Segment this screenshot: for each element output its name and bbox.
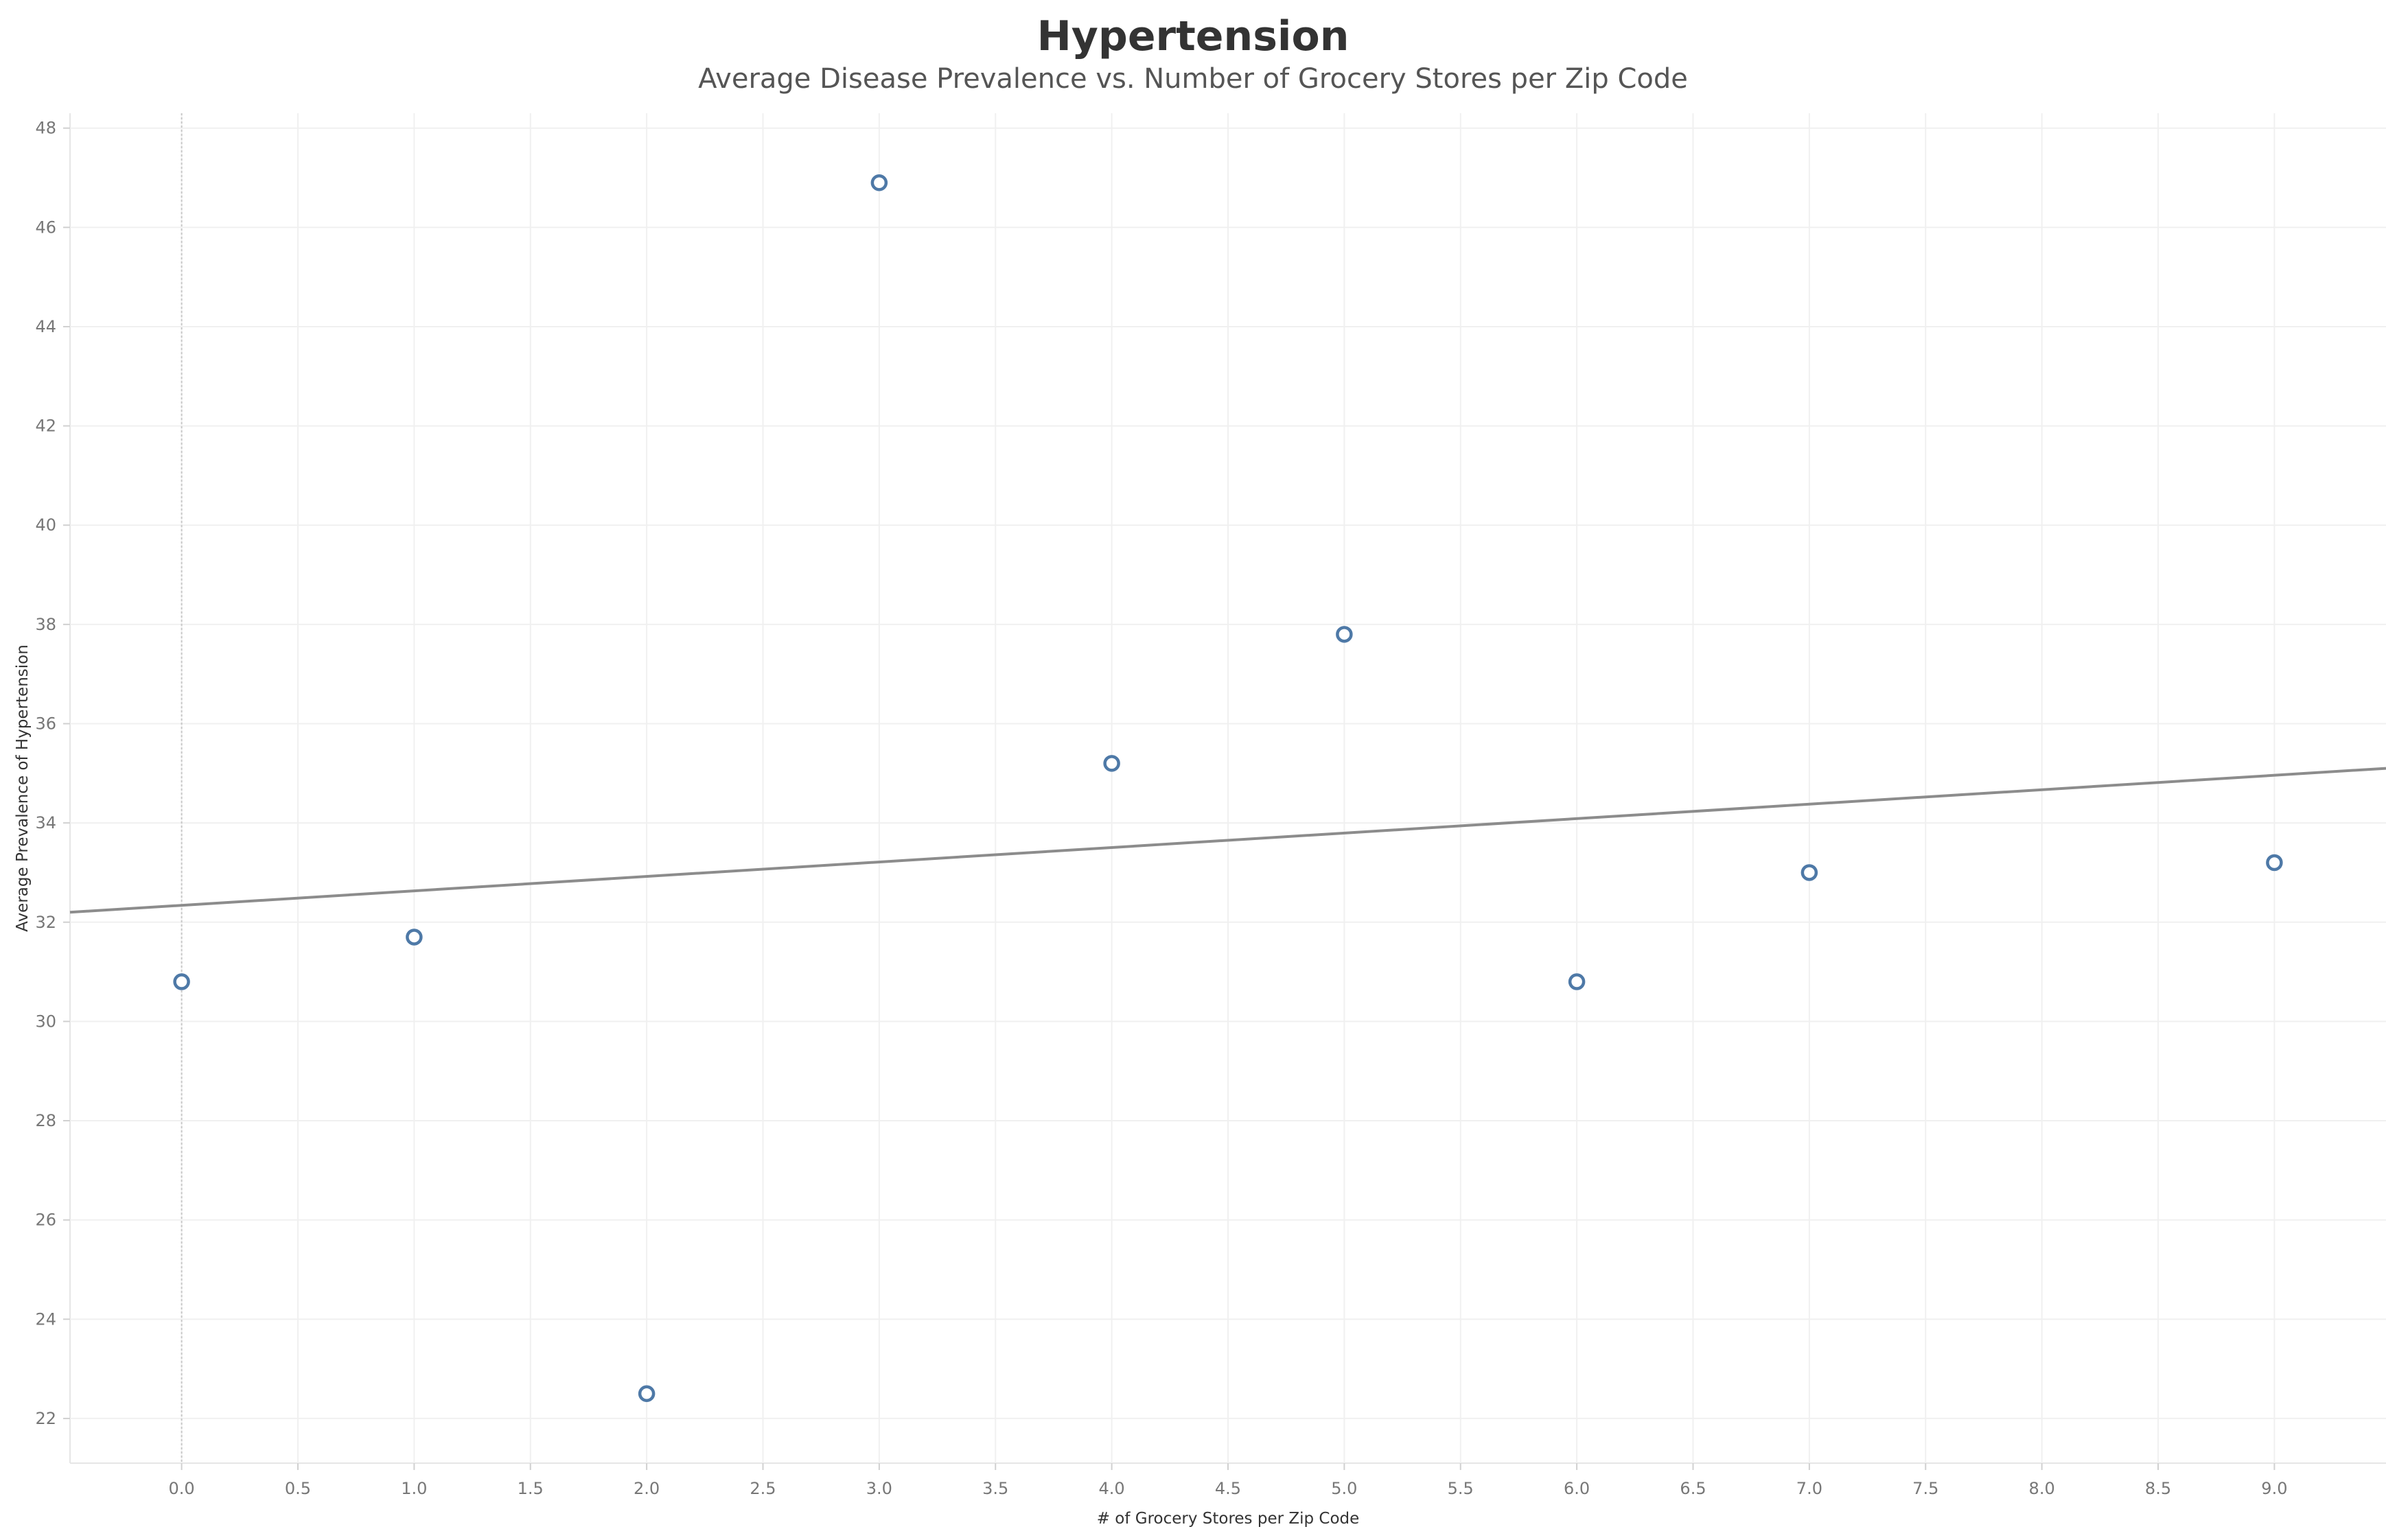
y-axis-ticks: 22 24 26 28 30 32 34 36 38 40 42 44 46 48 bbox=[35, 119, 56, 1428]
data-point bbox=[173, 973, 190, 990]
x-tick-label: 5.5 bbox=[1448, 1479, 1474, 1498]
x-axis-label: # of Grocery Stores per Zip Code bbox=[1097, 1510, 1360, 1528]
y-tick-label: 44 bbox=[35, 317, 56, 336]
x-tick-label: 3.5 bbox=[982, 1479, 1008, 1498]
y-tick-label: 40 bbox=[35, 515, 56, 535]
trend-line bbox=[69, 767, 2386, 914]
x-tick-label: 2.5 bbox=[750, 1479, 776, 1498]
x-tick-label: 0.0 bbox=[169, 1479, 195, 1498]
x-tick-label: 0.5 bbox=[285, 1479, 311, 1498]
x-tick-label: 8.0 bbox=[2029, 1479, 2055, 1498]
x-tick-label: 4.0 bbox=[1099, 1479, 1125, 1498]
x-tick-label: 9.0 bbox=[2261, 1479, 2287, 1498]
y-axis-label: Average Prevalence of Hypertension bbox=[14, 644, 32, 932]
y-tick-label: 22 bbox=[35, 1409, 56, 1428]
x-tick-label: 2.0 bbox=[634, 1479, 660, 1498]
y-tick-label: 36 bbox=[35, 714, 56, 733]
data-point bbox=[870, 174, 888, 191]
x-tick-label: 8.5 bbox=[2145, 1479, 2171, 1498]
chart-title: Hypertension bbox=[1036, 12, 1350, 60]
data-point bbox=[2266, 854, 2283, 872]
y-tick-label: 48 bbox=[35, 119, 56, 138]
x-tick-label: 6.5 bbox=[1680, 1479, 1706, 1498]
x-tick-label: 7.5 bbox=[1912, 1479, 1938, 1498]
y-tick-label: 38 bbox=[35, 615, 56, 634]
x-tick-label: 3.0 bbox=[866, 1479, 892, 1498]
y-tick-label: 28 bbox=[35, 1111, 56, 1130]
x-axis-ticks: 0.0 0.5 1.0 1.5 2.0 2.5 3.0 3.5 4.0 4.5 5.0 5.5 6.0 6… bbox=[169, 1479, 2288, 1498]
y-tick-label: 26 bbox=[35, 1211, 56, 1230]
y-tick-label: 24 bbox=[35, 1309, 56, 1329]
x-tick-label: 7.0 bbox=[1796, 1479, 1822, 1498]
y-tick-label: 34 bbox=[35, 813, 56, 832]
data-point bbox=[1103, 755, 1120, 772]
data-point bbox=[638, 1385, 656, 1403]
y-tick-label: 32 bbox=[35, 913, 56, 932]
x-tick-label: 1.5 bbox=[518, 1479, 544, 1498]
data-point bbox=[1336, 626, 1353, 643]
data-point bbox=[1800, 864, 1818, 881]
trend-line-group bbox=[69, 767, 2386, 914]
x-tick-label: 1.0 bbox=[401, 1479, 427, 1498]
y-tick-label: 30 bbox=[35, 1012, 56, 1031]
y-tick-label: 46 bbox=[35, 218, 56, 237]
chart-subtitle: Average Disease Prevalence vs. Number of… bbox=[698, 63, 1688, 95]
x-tick-label: 5.0 bbox=[1331, 1479, 1357, 1498]
data-point bbox=[1568, 973, 1586, 990]
x-tick-label: 4.5 bbox=[1215, 1479, 1241, 1498]
x-tick-label: 6.0 bbox=[1564, 1479, 1590, 1498]
y-tick-label: 42 bbox=[35, 417, 56, 436]
data-points bbox=[173, 174, 2283, 1403]
data-point bbox=[406, 929, 423, 946]
grid-lines bbox=[63, 113, 2386, 1470]
